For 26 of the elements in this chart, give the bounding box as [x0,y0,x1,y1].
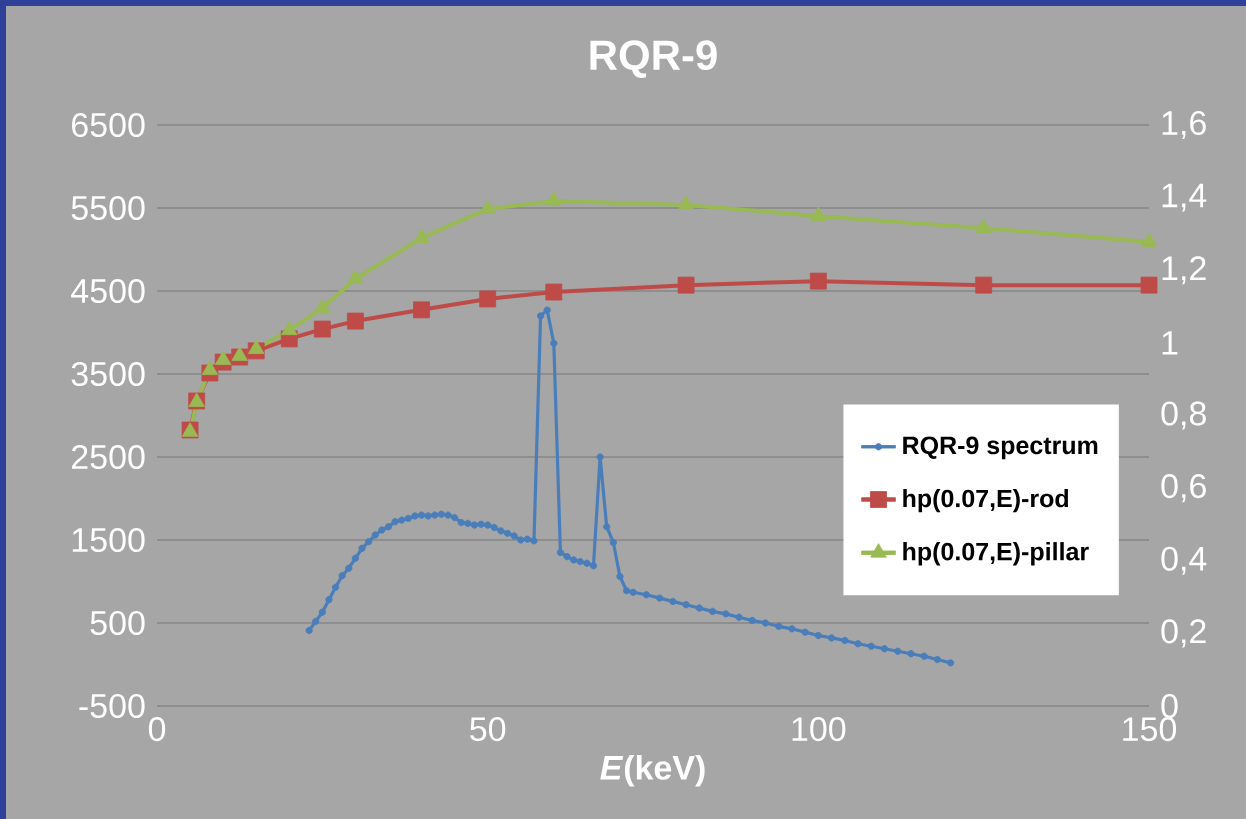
y-tick-label: 1500 [72,527,145,553]
x-tick-label: 100 [792,717,846,742]
y-tick-label: 6500 [72,112,145,138]
legend-label: RQR-9 spectrum [903,436,1098,460]
y2-tick-label: 0,8 [1161,401,1206,430]
y2-tick-label: 1,2 [1162,256,1206,285]
y-tick-label: 4500 [71,278,145,304]
y-tick-label: 5500 [71,195,145,221]
y2-tick-label: 0 [1161,693,1178,719]
legend-label: hp(0.07,E)-pillar [903,542,1089,566]
y2-tick-label: 1,4 [1162,183,1207,212]
y2-tick-label: 0,2 [1161,619,1206,648]
y2-tick-label: 1,6 [1162,110,1206,140]
y2-tick-label: 0,6 [1161,474,1206,503]
y-tick-label: 500 [90,610,145,636]
x-axis-title: E(keV) [600,754,705,787]
legend-label: hp(0.07,E)-rod [903,488,1068,513]
x-tick-label: 50 [470,717,506,742]
x-tick-label: 0 [148,717,166,742]
y2-tick-label: 1 [1162,331,1178,355]
y-tick-label: 3500 [71,361,145,387]
x-tick-label: 150 [1123,717,1177,742]
y2-tick-label: 0,4 [1161,546,1207,575]
y-tick-label: 2500 [72,444,145,470]
y-tick-label: -500 [79,693,145,719]
chart-title: RQR-9 [590,40,717,78]
